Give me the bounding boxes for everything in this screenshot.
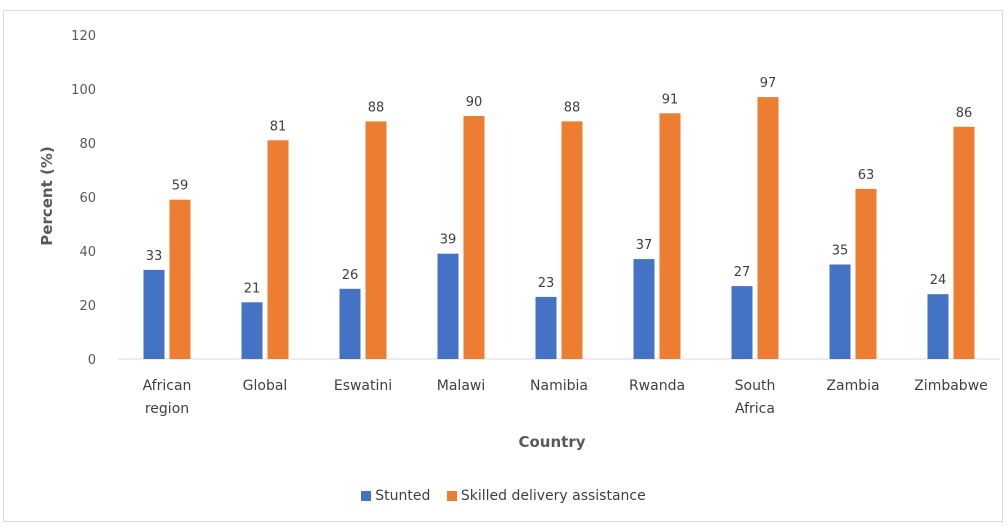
legend-label-stunted: Stunted [375, 488, 431, 504]
data-label-skilled-delivery: 97 [760, 76, 777, 91]
data-label-stunted: 21 [244, 281, 261, 296]
x-tick-label: South [735, 378, 776, 394]
data-label-skilled-delivery: 91 [662, 92, 679, 107]
bar-stunted [339, 288, 361, 359]
bar-stunted [535, 296, 557, 359]
bar-skilled-delivery [855, 188, 877, 359]
x-tick-label: Zambia [826, 378, 879, 394]
bar-stunted [241, 302, 263, 359]
bar-skilled-delivery [365, 121, 387, 360]
data-label-stunted: 35 [832, 244, 849, 259]
y-tick-label: 80 [79, 137, 96, 152]
y-tick-label: 120 [71, 29, 96, 44]
x-axis-title: Country [518, 433, 585, 451]
data-label-stunted: 27 [734, 265, 751, 280]
y-tick-label: 100 [71, 83, 96, 98]
bar-stunted [633, 259, 655, 359]
data-label-skilled-delivery: 88 [564, 100, 581, 115]
data-label-stunted: 24 [930, 273, 947, 288]
data-label-skilled-delivery: 63 [858, 168, 875, 183]
bar-stunted [927, 294, 949, 359]
x-tick-label: Namibia [530, 378, 588, 394]
bar-skilled-delivery [463, 116, 485, 359]
data-label-stunted: 37 [636, 238, 653, 253]
data-label-skilled-delivery: 86 [956, 106, 973, 121]
bar-stunted [731, 286, 753, 359]
legend-item-stunted: Stunted [361, 488, 430, 504]
data-label-skilled-delivery: 90 [466, 95, 483, 110]
x-tick-label: African [143, 378, 192, 394]
data-label-stunted: 23 [538, 276, 555, 291]
data-label-stunted: 26 [342, 268, 359, 283]
legend-item-skilled: Skilled delivery assistance [446, 488, 646, 504]
x-tick-label: Zimbabwe [914, 378, 988, 394]
bar-skilled-delivery [267, 140, 289, 359]
bar-stunted [829, 264, 851, 359]
bar-skilled-delivery [169, 199, 191, 359]
legend-label-skilled: Skilled delivery assistance [460, 488, 646, 504]
legend-swatch-skilled [446, 491, 457, 501]
y-tick-label: 0 [88, 353, 96, 368]
y-tick-label: 40 [79, 245, 96, 260]
bar-stunted [143, 269, 165, 359]
bar-skilled-delivery [659, 113, 681, 359]
x-tick-label: Rwanda [629, 378, 685, 394]
data-label-skilled-delivery: 59 [172, 179, 189, 194]
data-label-stunted: 39 [440, 233, 457, 248]
legend-swatch-stunted [361, 491, 372, 501]
x-tick-label: Global [243, 378, 288, 394]
x-tick-label: Eswatini [334, 378, 392, 394]
x-tick-label: Africa [735, 401, 775, 417]
y-tick-label: 60 [79, 191, 96, 206]
data-label-stunted: 33 [146, 249, 163, 264]
bar-skilled-delivery [953, 126, 975, 359]
legend: Stunted Skilled delivery assistance [0, 488, 1007, 505]
bar-skilled-delivery [757, 97, 779, 359]
data-label-skilled-delivery: 81 [270, 119, 287, 134]
x-tick-label: region [145, 401, 189, 417]
y-tick-label: 20 [79, 299, 96, 314]
bar-skilled-delivery [561, 121, 583, 360]
data-label-skilled-delivery: 88 [368, 100, 385, 115]
x-tick-label: Malawi [437, 378, 485, 394]
bar-stunted [437, 253, 459, 359]
y-axis-title: Percent (%) [38, 146, 56, 245]
